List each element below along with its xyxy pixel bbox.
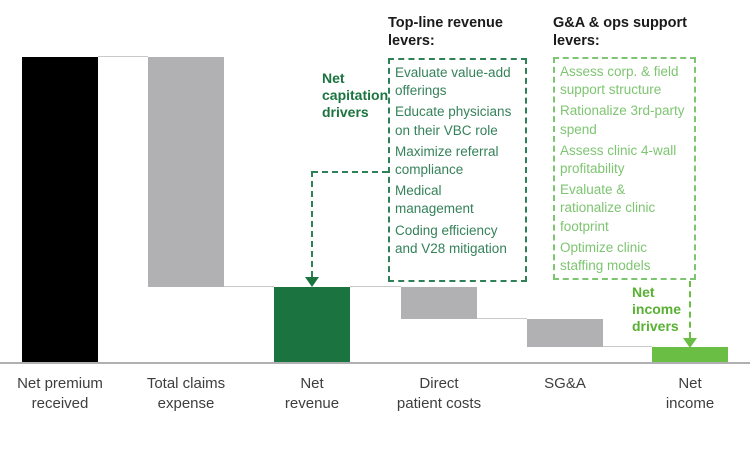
- bar-net-income: [652, 347, 728, 362]
- bar-total-claims-expense: [148, 57, 224, 288]
- ga-ops-levers-list: Assess corp. & field support structure Ra…: [560, 63, 689, 275]
- net-income-drivers-label: Net income drivers: [632, 284, 682, 334]
- waterfall-connector-line: [224, 286, 274, 288]
- topline-levers-header: Top-line revenue levers:: [388, 15, 503, 49]
- capitation-arrow-horizontal-line: [312, 171, 388, 173]
- lever-item: Educate physicians on their VBC role: [395, 104, 512, 138]
- x-axis-line: [0, 362, 750, 364]
- net-capitation-drivers-label: Net capitation drivers: [322, 70, 389, 120]
- lever-item: Medical management: [395, 183, 474, 217]
- lever-item: Assess clinic 4-wall profitability: [560, 142, 677, 177]
- axis-label-sg-a: SG&A: [544, 375, 586, 392]
- waterfall-connector-line: [350, 286, 401, 288]
- lever-item: Rationalize 3rd-party spend: [560, 103, 685, 137]
- topline-levers-list: Evaluate value-add offerings Educate phys…: [395, 64, 520, 258]
- ga-ops-levers-header: G&A & ops support levers:: [553, 15, 687, 49]
- axis-label-direct-patient-costs: Direct patient costs: [396, 375, 482, 412]
- lever-item: Optimize clinic staffing models: [560, 239, 651, 274]
- waterfall-connector-line: [98, 56, 148, 57]
- bar-net-premium-received: [22, 57, 98, 362]
- income-arrow-down-icon: [683, 338, 697, 348]
- lever-item: Coding efficiency and V28 mitigation: [395, 222, 507, 256]
- capitation-arrow-vertical-line: [311, 171, 313, 277]
- income-arrow-vertical-line: [689, 281, 691, 338]
- bar-net-revenue: [274, 287, 350, 362]
- lever-item: Evaluate value-add offerings: [395, 65, 511, 99]
- ga-ops-levers-box: Assess corp. & field support structure Ra…: [553, 57, 696, 280]
- axis-label-net-premium-received: Net premium received: [17, 375, 103, 412]
- topline-levers-box: Evaluate value-add offerings Educate phys…: [388, 58, 527, 282]
- axis-label-total-claims-expense: Total claims expense: [146, 375, 226, 412]
- bar-sg-a: [527, 319, 603, 348]
- capitation-arrow-down-icon: [305, 277, 319, 287]
- lever-item: Assess corp. & field support structure: [560, 64, 679, 98]
- axis-label-net-revenue: Net revenue: [284, 375, 340, 412]
- waterfall-connector-line: [603, 346, 652, 348]
- waterfall-connector-line: [477, 318, 527, 320]
- lever-item: Maximize referral compliance: [395, 143, 499, 178]
- bar-direct-patient-costs: [401, 287, 477, 320]
- axis-label-net-income: Net income: [665, 375, 715, 412]
- lever-item: Evaluate & rationalize clinic footprint: [560, 182, 656, 234]
